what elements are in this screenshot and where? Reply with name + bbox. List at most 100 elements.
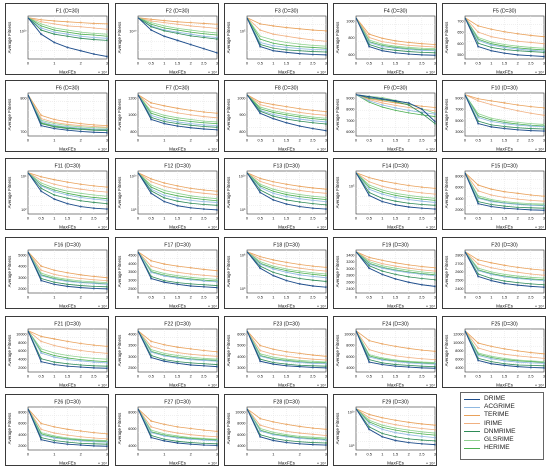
y-tick-label: 1000: [128, 113, 136, 117]
x-axis-label: MaxFEs: [169, 147, 187, 152]
data-point: [150, 431, 153, 434]
data-point: [202, 36, 205, 39]
data-point: [150, 436, 153, 439]
data-point: [311, 127, 314, 130]
data-point: [407, 48, 410, 51]
data-point: [163, 194, 166, 197]
x-axis-exponent: × 10⁴: [317, 148, 326, 152]
data-point: [215, 208, 219, 211]
data-point: [324, 114, 328, 117]
data-point: [477, 97, 480, 100]
y-tick-label: 2000: [18, 444, 26, 448]
data-point: [420, 42, 423, 45]
data-point: [516, 121, 519, 124]
data-point: [324, 434, 328, 437]
x-tick-label: 0.5: [366, 61, 371, 66]
data-point: [150, 271, 153, 274]
data-point: [529, 49, 532, 52]
x-tick-label: 1: [163, 61, 165, 66]
series-line: [464, 251, 545, 288]
series-line: [137, 330, 218, 365]
data-point: [163, 263, 166, 266]
data-point: [92, 127, 95, 130]
data-point: [40, 360, 43, 363]
y-tick-label: 10⁵: [240, 208, 246, 212]
x-tick-label: 2: [408, 61, 410, 66]
data-point: [324, 29, 328, 32]
data-point: [311, 427, 314, 430]
legend-entry: ACGRIME: [464, 403, 540, 411]
x-axis-exponent: × 10⁴: [426, 148, 435, 152]
y-tick-label: 700: [20, 130, 26, 134]
x-tick-label: 1.5: [393, 216, 398, 221]
y-axis-label: Average Fitness: [226, 21, 231, 53]
y-tick-label: 10000: [16, 332, 26, 336]
data-point: [285, 113, 288, 116]
data-point: [202, 200, 205, 203]
data-point: [53, 41, 56, 44]
data-point: [298, 45, 301, 48]
data-point: [189, 361, 192, 364]
x-tick-label: 0.5: [366, 374, 371, 379]
data-point: [311, 109, 314, 112]
y-tick-label: 5000: [237, 344, 245, 348]
data-point: [259, 349, 262, 352]
x-axis-label: MaxFEs: [278, 304, 296, 309]
data-point: [490, 357, 493, 360]
data-point: [394, 431, 397, 434]
data-point: [394, 277, 397, 280]
data-point: [150, 21, 153, 24]
data-point: [202, 364, 205, 367]
data-point: [176, 200, 179, 203]
x-tick-label: 2.5: [201, 216, 206, 221]
series-line: [464, 172, 545, 207]
x-tick-label: 2.5: [91, 216, 96, 221]
data-point: [529, 127, 532, 130]
data-point: [529, 112, 532, 115]
series-line: [355, 172, 436, 189]
series-line: [464, 17, 545, 53]
data-point: [92, 285, 95, 288]
data-point: [176, 188, 179, 191]
x-tick-label: 2.5: [201, 374, 206, 379]
data-point: [176, 356, 179, 359]
series-line: [355, 330, 436, 369]
data-point: [490, 49, 493, 52]
chart-panel: F25 (D=30) Average Fitness MaxFEs × 10⁴ 0 0.5…: [442, 316, 546, 388]
data-point: [394, 427, 397, 430]
data-point: [163, 116, 166, 119]
data-point: [189, 120, 192, 123]
x-tick-label: 0.5: [366, 452, 371, 457]
data-point: [79, 281, 82, 284]
data-point: [40, 265, 43, 268]
data-point: [477, 122, 480, 125]
data-point: [324, 436, 328, 440]
series-line: [464, 172, 545, 197]
y-axis-label: Average Fitness: [444, 334, 449, 366]
x-axis-exponent: × 10⁴: [208, 226, 217, 230]
data-point: [285, 195, 288, 198]
series-line: [246, 408, 327, 441]
x-tick-label: 0.5: [257, 374, 262, 379]
data-point: [105, 432, 109, 435]
data-point: [516, 277, 519, 280]
data-point: [272, 188, 275, 191]
data-point: [53, 281, 56, 284]
data-point: [477, 116, 480, 119]
data-point: [163, 24, 166, 27]
y-tick-label: 550: [457, 53, 463, 57]
data-point: [92, 366, 95, 369]
data-point: [298, 435, 301, 438]
x-tick-label: 2: [408, 452, 410, 457]
x-tick-label: 2.5: [528, 138, 533, 143]
legend-swatch: [464, 398, 480, 400]
x-axis-exponent: × 10⁴: [317, 226, 326, 230]
y-tick-label: 8000: [237, 422, 245, 426]
data-point: [202, 359, 205, 362]
y-axis-label: Average Fitness: [335, 21, 340, 53]
data-point: [407, 421, 410, 424]
y-tick-label: 4000: [237, 355, 245, 359]
series-line: [464, 330, 545, 367]
chart-panel: F21 (D=30) Average Fitness MaxFEs × 10⁴ 0 0.5…: [5, 316, 109, 388]
data-point: [272, 265, 275, 268]
